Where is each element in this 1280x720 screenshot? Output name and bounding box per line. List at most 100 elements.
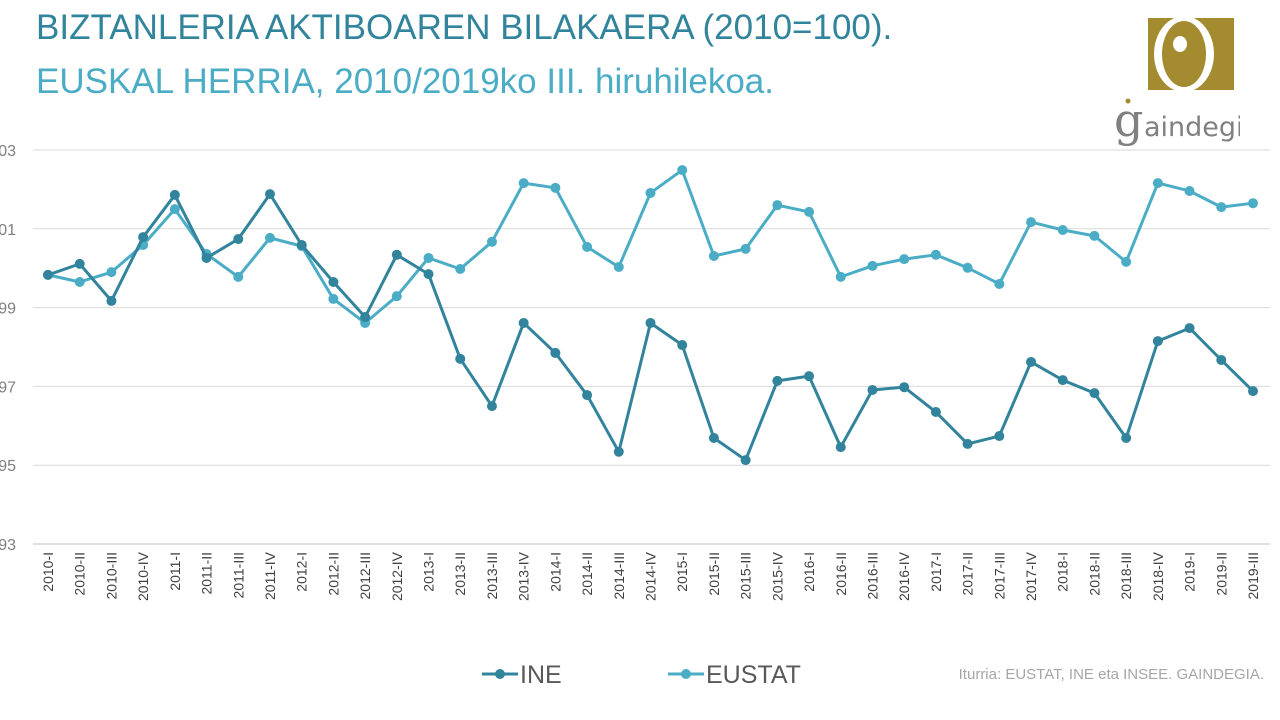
data-point-eustat — [328, 293, 339, 304]
x-tick-label: 2012-III — [357, 552, 373, 599]
x-tick-label: 2013-II — [452, 552, 468, 596]
data-point-eustat — [233, 271, 244, 282]
x-tick-label: 2019-III — [1245, 552, 1261, 599]
x-tick-label: 2013-IV — [516, 551, 532, 601]
data-point-ine — [74, 258, 85, 269]
data-point-eustat — [994, 278, 1005, 289]
y-tick-label: 93 — [0, 537, 16, 554]
chart-subtitle: EUSKAL HERRIA, 2010/2019ko III. hiruhile… — [36, 62, 774, 101]
y-tick-label: 95 — [0, 458, 16, 475]
data-point-ine — [613, 446, 624, 457]
data-point-ine — [1184, 323, 1195, 334]
legend-swatch-marker — [495, 669, 505, 679]
data-point-ine — [867, 384, 878, 395]
x-tick-label: 2014-II — [579, 552, 595, 596]
x-tick-label: 2016-III — [864, 552, 880, 599]
data-point-eustat — [1216, 202, 1227, 213]
x-tick-label: 2011-III — [230, 552, 246, 598]
data-point-eustat — [962, 262, 973, 273]
data-point-eustat — [1026, 217, 1037, 228]
data-point-eustat — [391, 291, 402, 302]
x-tick-label: 2010-II — [72, 552, 88, 596]
x-tick-label: 2016-II — [833, 552, 849, 596]
data-point-ine — [1026, 356, 1037, 367]
data-point-ine — [106, 295, 117, 306]
y-tick-label: 99 — [0, 301, 16, 318]
x-tick-label: 2016-I — [801, 552, 817, 592]
data-point-eustat — [518, 178, 529, 189]
data-point-ine — [740, 455, 751, 466]
data-point-eustat — [835, 271, 846, 282]
data-point-ine — [518, 317, 529, 328]
data-point-eustat — [708, 250, 719, 261]
data-point-eustat — [106, 267, 117, 278]
data-point-eustat — [1184, 185, 1195, 196]
data-point-ine — [772, 375, 783, 386]
x-tick-label: 2015-II — [706, 552, 722, 596]
x-tick-label: 2017-IV — [1023, 551, 1039, 601]
x-tick-label: 2015-IV — [769, 551, 785, 601]
data-point-ine — [994, 431, 1005, 442]
x-tick-label: 2011-II — [199, 552, 215, 595]
x-tick-label: 2010-III — [103, 552, 119, 599]
x-tick-label: 2016-IV — [896, 551, 912, 601]
data-point-ine — [1216, 355, 1227, 366]
data-point-eustat — [1057, 224, 1068, 235]
data-point-ine — [1121, 433, 1132, 444]
source-note: Iturria: EUSTAT, INE eta INSEE. GAINDEGI… — [958, 666, 1264, 683]
data-point-ine — [962, 438, 973, 449]
data-point-eustat — [264, 232, 275, 243]
data-point-eustat — [1089, 230, 1100, 241]
data-point-eustat — [1121, 256, 1132, 267]
y-tick-label: 103 — [0, 143, 16, 160]
data-point-eustat — [1152, 178, 1163, 189]
y-tick-label: 97 — [0, 379, 16, 396]
x-tick-label: 2011-IV — [262, 551, 278, 600]
data-point-eustat — [1248, 198, 1258, 209]
data-point-ine — [169, 189, 180, 200]
data-point-eustat — [74, 276, 85, 287]
x-tick-label: 2018-III — [1118, 552, 1134, 599]
data-point-eustat — [772, 200, 783, 211]
data-point-ine — [1089, 388, 1100, 399]
data-point-ine — [677, 340, 688, 351]
data-point-ine — [455, 353, 466, 364]
data-point-eustat — [582, 241, 593, 252]
data-point-eustat — [867, 260, 878, 271]
x-tick-label: 2011-I — [167, 552, 183, 591]
x-tick-label: 2010-I — [40, 552, 56, 592]
data-point-ine — [138, 232, 149, 243]
data-point-eustat — [423, 252, 434, 263]
data-point-ine — [582, 390, 593, 401]
svg-text:aindegia: aindegia — [1144, 112, 1240, 143]
x-tick-label: 2017-III — [991, 552, 1007, 599]
data-point-ine — [708, 433, 719, 444]
x-tick-label: 2019-I — [1182, 552, 1198, 592]
x-tick-label: 2012-I — [294, 552, 310, 592]
data-point-ine — [930, 407, 941, 418]
x-tick-label: 2015-I — [674, 552, 690, 592]
data-point-ine — [328, 276, 339, 287]
data-point-eustat — [677, 165, 688, 176]
data-point-ine — [1057, 375, 1068, 386]
x-tick-label: 2010-IV — [135, 551, 151, 601]
data-point-ine — [360, 312, 371, 323]
data-point-ine — [550, 347, 561, 358]
x-tick-label: 2012-II — [325, 552, 341, 596]
legend-swatch-marker — [681, 669, 691, 679]
data-point-ine — [835, 442, 846, 453]
chart-title: BIZTANLERIA AKTIBOAREN BILAKAERA (2010=1… — [36, 8, 893, 47]
data-point-ine — [201, 252, 212, 263]
y-tick-label: 101 — [0, 222, 16, 239]
data-point-eustat — [455, 263, 466, 274]
legend-label: INE — [520, 661, 562, 689]
data-point-ine — [1152, 336, 1163, 347]
data-point-ine — [233, 234, 244, 245]
legend-label: EUSTAT — [706, 661, 801, 689]
x-tick-label: 2017-II — [960, 552, 976, 596]
x-tick-label: 2015-III — [738, 552, 754, 599]
data-point-eustat — [804, 206, 815, 217]
data-point-eustat — [613, 262, 624, 273]
data-point-ine — [486, 401, 497, 412]
